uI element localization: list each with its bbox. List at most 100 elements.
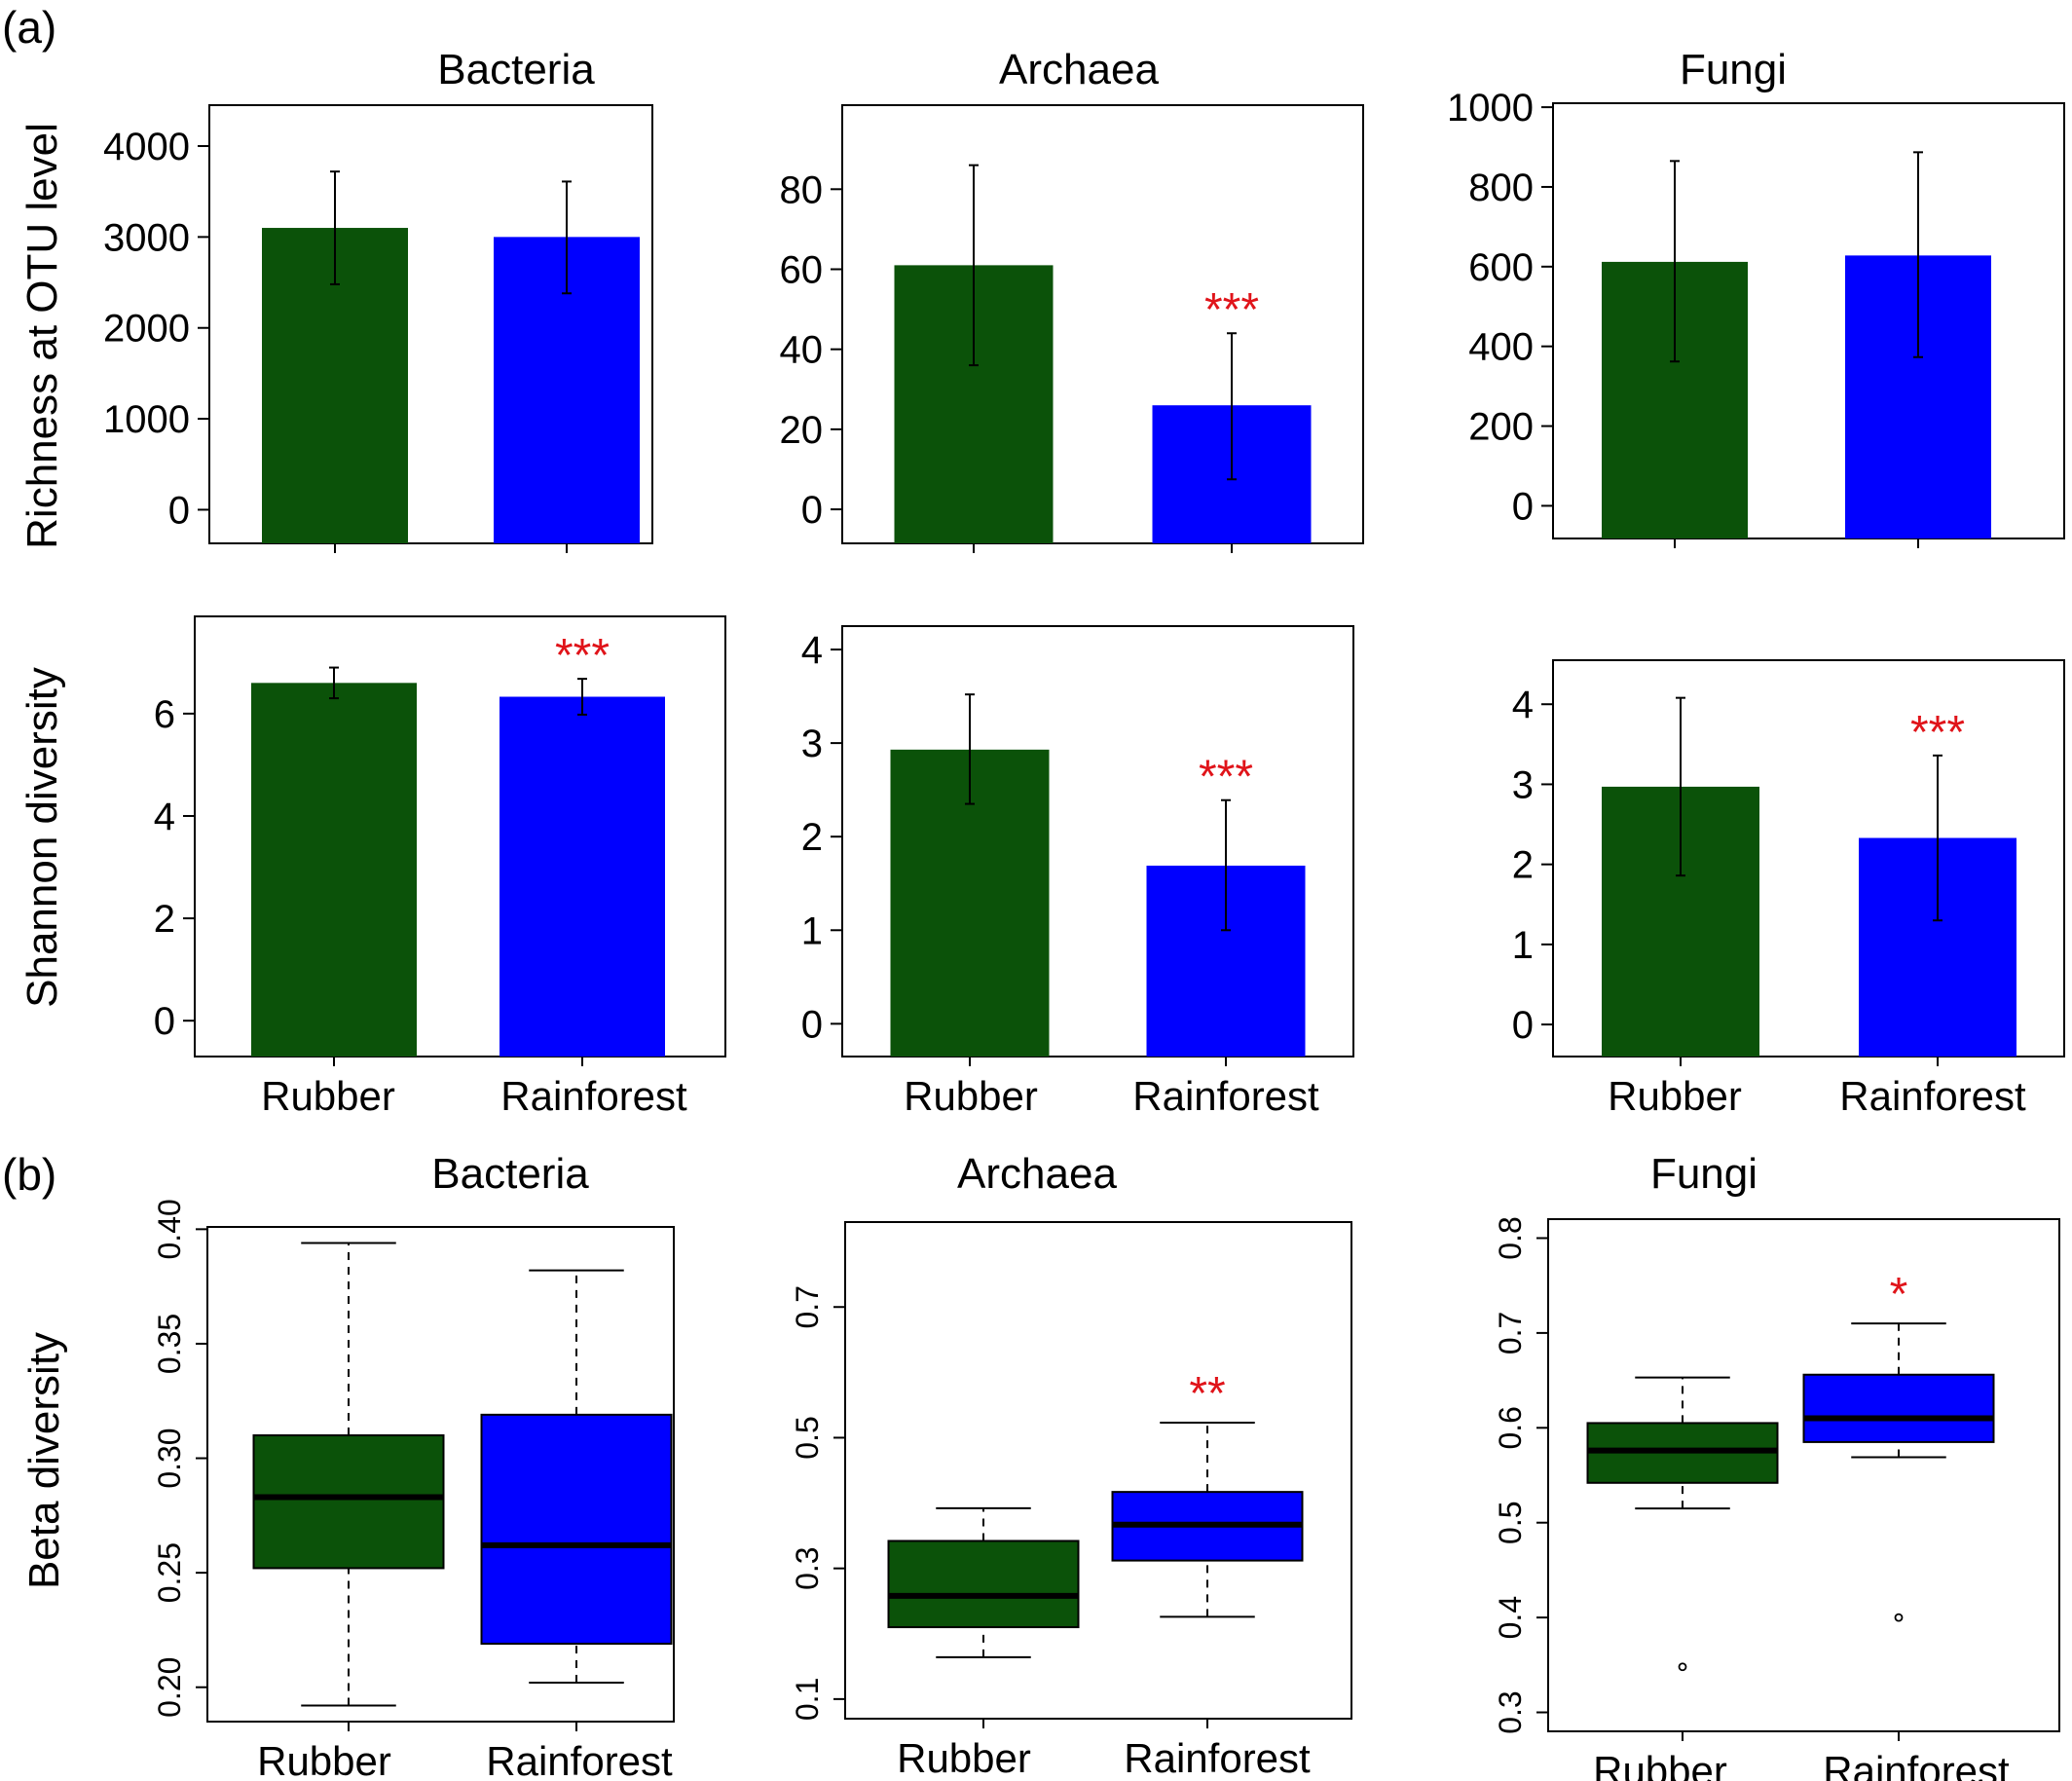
y-tick-label: 4000 bbox=[103, 126, 190, 168]
y-tick-label: 2 bbox=[1512, 844, 1534, 887]
plot-frame bbox=[841, 625, 1354, 1057]
y-tick-label: 20 bbox=[780, 409, 824, 452]
chart-title: Archaea bbox=[957, 1150, 1117, 1198]
y-tick-label: 0.20 bbox=[152, 1657, 187, 1718]
plot-frame bbox=[206, 1226, 675, 1723]
box-rubber bbox=[252, 1434, 445, 1570]
y-tick-label: 4 bbox=[1512, 684, 1534, 726]
chart-1: 0 1000 2000 3000 4000 Bacteria Richness at OTU… bbox=[18, 46, 653, 553]
category-label-rainforest: Rainforest bbox=[1839, 1073, 2026, 1119]
significance-marker: *** bbox=[1199, 752, 1253, 803]
y-tick-label: 0 bbox=[801, 489, 823, 532]
box-rubber bbox=[887, 1540, 1080, 1629]
y-tick-label: 0.7 bbox=[1493, 1312, 1528, 1354]
y-tick-label: 0.6 bbox=[1493, 1406, 1528, 1449]
plot-frame bbox=[841, 104, 1364, 544]
y-axis-label: Shannon diversity bbox=[18, 667, 66, 1008]
bar-rainforest bbox=[500, 696, 665, 1057]
category-label-rainforest: Rainforest bbox=[1823, 1748, 2010, 1781]
y-tick-label: 0.30 bbox=[152, 1428, 187, 1488]
y-tick-label: 0 bbox=[1512, 485, 1534, 528]
y-tick-label: 0.8 bbox=[1493, 1216, 1528, 1259]
chart-9: 0.3 0.4 0.5 0.6 0.7 0.8 Fungi Rubber Rainforest * bbox=[1493, 1150, 2060, 1781]
chart-7: 0.20 0.25 0.30 0.35 0.40 Bacteria Beta diversi… bbox=[20, 1150, 675, 1781]
y-tick-label: 2 bbox=[154, 898, 175, 941]
chart-title: Bacteria bbox=[431, 1150, 589, 1198]
y-tick-label: 400 bbox=[1468, 326, 1534, 369]
panel-label-a: (a) bbox=[2, 2, 56, 53]
significance-marker: * bbox=[1890, 1269, 1908, 1320]
category-label-rubber: Rubber bbox=[1593, 1748, 1727, 1781]
chart-6: 0 1 2 3 4 Rubber Rainforest *** bbox=[1512, 659, 2065, 1119]
y-tick-label: 0.5 bbox=[1493, 1501, 1528, 1543]
y-tick-label: 2 bbox=[801, 816, 823, 859]
y-tick-label: 0.3 bbox=[1493, 1690, 1528, 1733]
chart-8: 0.1 0.3 0.5 0.7 Archaea Rubber Rainforest ** bbox=[790, 1150, 1352, 1781]
chart-title: Bacteria bbox=[437, 46, 595, 93]
box-rainforest bbox=[480, 1413, 673, 1646]
y-tick-label: 0 bbox=[801, 1003, 823, 1046]
box-rainforest bbox=[1802, 1373, 1995, 1443]
plot-frame bbox=[1547, 1218, 2060, 1732]
y-tick-label: 60 bbox=[780, 248, 824, 291]
category-label-rainforest: Rainforest bbox=[1132, 1073, 1319, 1119]
y-tick-label: 800 bbox=[1468, 167, 1534, 209]
significance-marker: *** bbox=[1910, 707, 1965, 759]
category-label-rubber: Rubber bbox=[257, 1738, 391, 1781]
category-label-rubber: Rubber bbox=[904, 1073, 1038, 1119]
outlier-point bbox=[1678, 1662, 1687, 1672]
chart-title: Fungi bbox=[1680, 46, 1787, 93]
y-tick-label: 0.5 bbox=[790, 1416, 825, 1459]
significance-marker: ** bbox=[1189, 1368, 1225, 1420]
y-tick-label: 0.35 bbox=[152, 1314, 187, 1374]
y-tick-label: 3 bbox=[801, 723, 823, 765]
plot-frame bbox=[208, 104, 653, 544]
bar-rubber bbox=[251, 683, 417, 1057]
y-tick-label: 6 bbox=[154, 693, 175, 736]
category-label-rubber: Rubber bbox=[1608, 1073, 1742, 1119]
outlier-point bbox=[1894, 1613, 1904, 1622]
y-tick-label: 40 bbox=[780, 329, 824, 372]
chart-title: Fungi bbox=[1650, 1150, 1758, 1198]
y-tick-label: 3000 bbox=[103, 216, 190, 259]
y-tick-label: 600 bbox=[1468, 246, 1534, 289]
y-tick-label: 1 bbox=[801, 909, 823, 952]
y-tick-label: 1 bbox=[1512, 924, 1534, 967]
category-label-rubber: Rubber bbox=[897, 1735, 1031, 1781]
category-label-rainforest: Rainforest bbox=[1124, 1735, 1311, 1781]
significance-marker: *** bbox=[1204, 284, 1259, 336]
y-axis-label: Richness at OTU level bbox=[18, 123, 66, 549]
y-tick-label: 0.7 bbox=[790, 1285, 825, 1328]
chart-title: Archaea bbox=[999, 46, 1159, 93]
significance-marker: *** bbox=[555, 630, 610, 682]
y-tick-label: 1000 bbox=[1447, 87, 1534, 130]
y-tick-label: 0.3 bbox=[790, 1546, 825, 1589]
category-label-rubber: Rubber bbox=[261, 1073, 395, 1119]
y-tick-label: 200 bbox=[1468, 406, 1534, 449]
y-tick-label: 80 bbox=[780, 168, 824, 211]
panel-label-b: (b) bbox=[2, 1149, 56, 1200]
plot-frame bbox=[194, 615, 726, 1057]
y-tick-label: 0 bbox=[168, 489, 190, 532]
chart-5: 0 1 2 3 4 Rubber Rainforest *** bbox=[801, 625, 1354, 1119]
y-tick-label: 0.25 bbox=[152, 1542, 187, 1603]
y-tick-label: 2000 bbox=[103, 308, 190, 351]
y-tick-label: 0 bbox=[1512, 1004, 1534, 1047]
y-tick-label: 3 bbox=[1512, 763, 1534, 806]
y-tick-label: 0.1 bbox=[790, 1678, 825, 1721]
chart-4: 0 2 4 6 Shannon diversity Rubber Rainforest *** bbox=[18, 615, 726, 1119]
chart-2: 0 20 40 60 80 Archaea *** bbox=[780, 46, 1364, 553]
plot-frame bbox=[844, 1221, 1352, 1720]
plot-frame bbox=[1552, 659, 2065, 1057]
y-tick-label: 0.40 bbox=[152, 1199, 187, 1259]
category-label-rainforest: Rainforest bbox=[486, 1738, 673, 1781]
y-tick-label: 4 bbox=[801, 629, 823, 672]
y-tick-label: 1000 bbox=[103, 398, 190, 441]
plot-frame bbox=[1552, 102, 2065, 539]
category-label-rainforest: Rainforest bbox=[500, 1073, 687, 1119]
y-tick-label: 4 bbox=[154, 796, 175, 838]
y-tick-label: 0 bbox=[154, 1000, 175, 1043]
y-tick-label: 0.4 bbox=[1493, 1596, 1528, 1639]
